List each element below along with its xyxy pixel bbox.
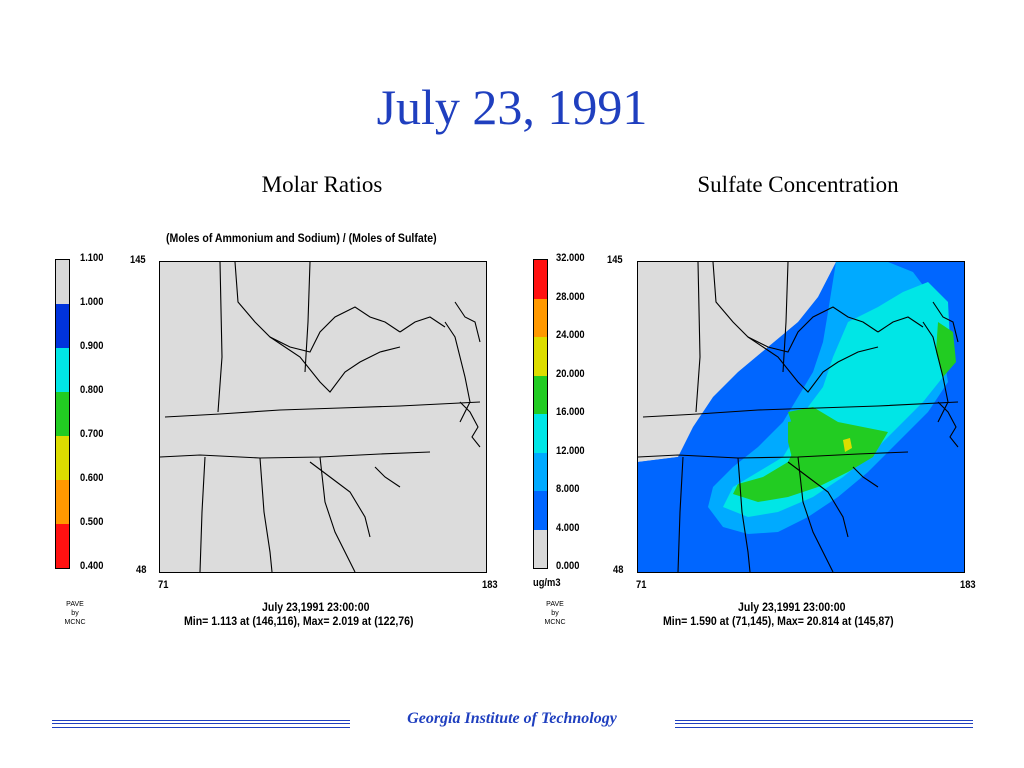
state-border	[638, 451, 909, 459]
state-border	[399, 316, 446, 333]
state-border	[677, 456, 684, 572]
state-border	[932, 301, 959, 343]
x-left-label: 71	[158, 579, 169, 591]
colorbar-label: 1.000	[80, 296, 104, 308]
state-border	[782, 262, 789, 373]
colorbar-swatch	[534, 529, 547, 568]
state-border	[459, 401, 481, 448]
x-right-label: 183	[482, 579, 498, 591]
state-border	[160, 451, 431, 459]
colorbar-swatch	[56, 304, 69, 348]
colorbar-label: 32.000	[556, 252, 585, 264]
state-border	[922, 321, 949, 423]
footer-rule-right	[675, 720, 973, 728]
colorbar-swatch	[56, 436, 69, 480]
colorbar-unit: ug/m3	[533, 577, 561, 589]
y-bottom-label: 48	[613, 564, 624, 576]
colorbar-label: 16.000	[556, 406, 585, 418]
state-border	[695, 262, 701, 413]
colorbar-sulfate	[533, 259, 548, 569]
state-border	[737, 457, 751, 572]
colorbar-label: 4.000	[556, 521, 580, 534]
state-border	[852, 466, 879, 488]
state-border	[217, 262, 223, 413]
state-border	[374, 466, 401, 488]
colorbar-label: 0.700	[80, 428, 104, 440]
y-top-label: 145	[130, 254, 146, 266]
timestamp-sulfate: July 23,1991 23:00:00	[738, 600, 846, 614]
state-border	[309, 461, 371, 538]
panel-title-molar: Molar Ratios	[261, 172, 383, 197]
colorbar-swatch	[534, 375, 547, 414]
colorbar-swatch	[534, 260, 547, 299]
state-border	[164, 401, 481, 418]
colorbar-label: 0.900	[80, 340, 104, 352]
state-border	[259, 457, 273, 572]
colorbar-label: 0.600	[80, 472, 104, 484]
state-border	[877, 316, 924, 333]
slide-title: July 23, 1991	[376, 79, 648, 135]
colorbar-swatch	[534, 337, 547, 376]
colorbar-label: 28.000	[556, 290, 585, 303]
timestamp-molar: July 23,1991 23:00:00	[262, 600, 370, 614]
stats-sulfate: Min= 1.590 at (71,145), Max= 20.814 at (…	[663, 614, 894, 628]
colorbar-swatch	[56, 524, 69, 568]
colorbar-label: 8.000	[556, 483, 580, 495]
colorbar-swatch	[534, 298, 547, 337]
colorbar-label: 0.500	[80, 516, 104, 528]
state-border	[712, 262, 879, 353]
state-border	[454, 301, 481, 343]
x-right-label: 183	[960, 579, 976, 591]
credit-sulfate: PAVE by MCNC	[544, 601, 566, 626]
colorbar-swatch	[534, 414, 547, 453]
plot-subtitle-molar: (Moles of Ammonium and Sodium) / (Moles …	[166, 231, 437, 245]
footer-rule-left	[52, 720, 350, 728]
map-sulfate-concentration	[637, 261, 965, 573]
state-border	[304, 262, 311, 373]
map-molar-ratios	[159, 261, 487, 573]
y-top-label: 145	[607, 254, 623, 266]
state-border	[444, 321, 471, 423]
footer-text: Georgia Institute of Technology	[407, 710, 617, 727]
colorbar-label: 1.100	[80, 252, 104, 264]
state-border	[642, 401, 959, 418]
colorbar-label: 24.000	[556, 329, 585, 341]
credit-molar: PAVE by MCNC	[64, 601, 86, 626]
state-border	[234, 262, 401, 353]
colorbar-swatch	[534, 491, 547, 530]
state-border	[199, 456, 206, 572]
state-border	[747, 336, 879, 393]
colorbar-label: 12.000	[556, 444, 585, 457]
panel-title-sulfate: Sulfate Concentration	[697, 172, 899, 197]
colorbar-label: 0.400	[80, 560, 104, 572]
state-border	[937, 401, 959, 448]
y-bottom-label: 48	[136, 564, 147, 576]
colorbar-swatch	[56, 348, 69, 392]
state-border	[269, 336, 401, 393]
state-border	[319, 456, 356, 572]
colorbar-molar	[55, 259, 70, 569]
x-left-label: 71	[636, 579, 647, 591]
state-border	[797, 456, 834, 572]
colorbar-label: 0.000	[556, 560, 580, 572]
stats-molar: Min= 1.113 at (146,116), Max= 2.019 at (…	[184, 614, 414, 628]
colorbar-label: 0.800	[80, 384, 104, 396]
colorbar-swatch	[56, 480, 69, 524]
colorbar-swatch	[534, 452, 547, 491]
colorbar-label: 20.000	[556, 367, 585, 380]
state-border	[787, 461, 849, 538]
colorbar-swatch	[56, 260, 69, 304]
colorbar-swatch	[56, 392, 69, 436]
